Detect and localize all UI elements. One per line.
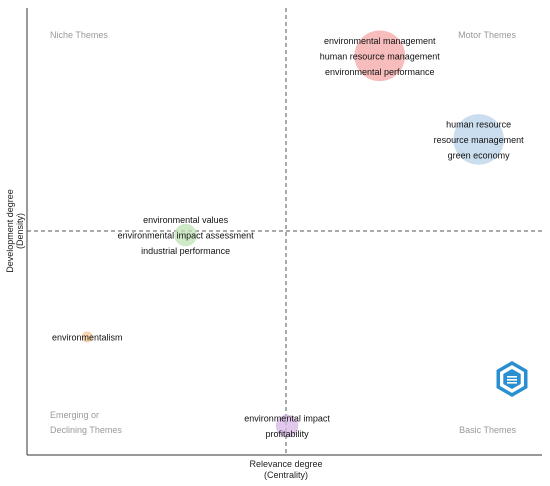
cluster-label: environmentalism bbox=[52, 332, 123, 342]
cluster-bubble bbox=[453, 114, 504, 165]
cluster-bubble bbox=[354, 30, 406, 82]
cluster-label: profitability bbox=[266, 429, 310, 439]
y-axis-title-line2: (Density) bbox=[15, 213, 25, 249]
y-axis-title-line1: Development degree bbox=[5, 189, 15, 273]
cluster-label: environmental impact assessment bbox=[118, 231, 255, 241]
cluster-label: environmental impact bbox=[244, 414, 330, 424]
quadrant-label-niche: Niche Themes bbox=[50, 30, 108, 40]
cluster-bubble bbox=[275, 414, 299, 438]
cluster-label: green economy bbox=[448, 150, 511, 160]
cluster-labels: environmental management human resource m… bbox=[52, 36, 524, 439]
quadrant-label-emerging-line1: Emerging or bbox=[50, 410, 99, 420]
cluster-label: environmental management bbox=[324, 36, 436, 46]
x-axis-title-line2: (Centrality) bbox=[264, 470, 308, 480]
cluster-label: human resource bbox=[446, 119, 511, 129]
cluster-label: environmental values bbox=[143, 215, 229, 225]
x-axis-title-line1: Relevance degree bbox=[249, 459, 322, 469]
cluster-bubble bbox=[174, 223, 197, 247]
cluster-bubbles bbox=[81, 30, 504, 438]
quadrant-label-motor: Motor Themes bbox=[458, 30, 516, 40]
quadrant-label-basic: Basic Themes bbox=[459, 425, 516, 435]
cluster-label: resource management bbox=[434, 135, 525, 145]
cluster-label: industrial performance bbox=[141, 246, 230, 256]
quadrant-label-emerging-line2: Declining Themes bbox=[50, 425, 122, 435]
bibliometrix-logo bbox=[496, 361, 528, 397]
cluster-bubble bbox=[81, 331, 93, 343]
cluster-label: environmental performance bbox=[325, 67, 435, 77]
cluster-label: human resource management bbox=[320, 51, 441, 61]
